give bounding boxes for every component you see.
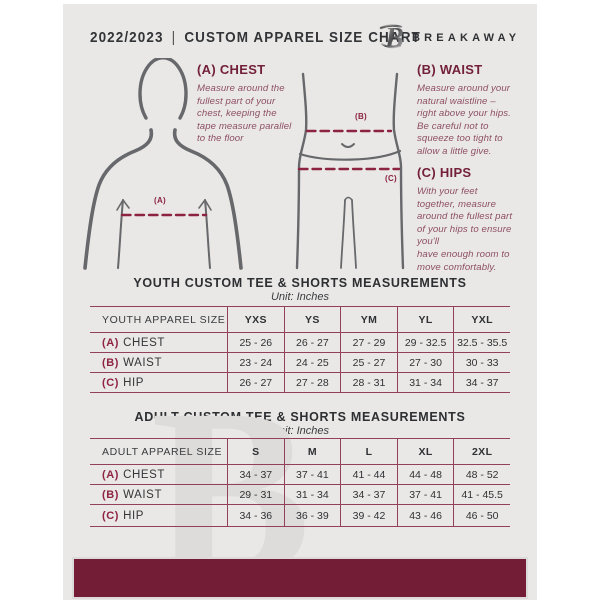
page-title: 2022/2023 | CUSTOM APPAREL SIZE CHART <box>90 29 421 46</box>
cell-value: 28 - 31 <box>340 373 397 392</box>
cell-value: 43 - 46 <box>396 505 454 526</box>
cell-value: 25 - 26 <box>227 333 284 352</box>
chart-page: 2022/2023 | CUSTOM APPAREL SIZE CHART B BR… <box>63 4 537 600</box>
cell-value: 25 - 27 <box>340 353 397 372</box>
size-col-ym: YM <box>340 307 397 332</box>
cell-value: 31 - 34 <box>396 373 454 392</box>
adult-size-header: ADULT APPAREL SIZE <box>102 445 223 458</box>
size-col-yl: YL <box>396 307 454 332</box>
youth-table-title: YOUTH CUSTOM TEE & SHORTS MEASUREMENTS <box>133 276 467 290</box>
cell-value: 29 - 31 <box>227 485 284 504</box>
cell-value: 37 - 41 <box>283 465 341 484</box>
youth-size-header: YOUTH APPAREL SIZE <box>102 313 226 326</box>
size-col-2xl: 2XL <box>453 439 510 464</box>
size-col-l: L <box>340 439 397 464</box>
brand-name: BREAKAWAY <box>412 32 521 44</box>
table-row: (A) CHEST 25 - 26 26 - 27 27 - 29 29 - 32… <box>90 333 510 353</box>
waist-line-label: (B) <box>355 112 368 121</box>
cell-value: 36 - 39 <box>283 505 341 526</box>
cell-value: 30 - 33 <box>453 353 510 372</box>
cell-value: 39 - 42 <box>340 505 397 526</box>
cell-value: 34 - 36 <box>227 505 284 526</box>
youth-table-unit: Unit: Inches <box>270 291 330 303</box>
size-col-ys: YS <box>283 307 341 332</box>
cell-value: 32.5 - 35.5 <box>453 333 510 352</box>
adult-table-title: ADULT CUSTOM TEE & SHORTS MEASUREMENTS <box>134 410 466 424</box>
row-label: WAIST <box>123 356 163 369</box>
table-row: (C) HIP 26 - 27 27 - 28 28 - 31 31 - 34 3… <box>90 373 510 393</box>
size-col-s: S <box>227 439 284 464</box>
hip-line-label: (C) <box>385 174 398 183</box>
waist-heading: (B) WAIST <box>417 62 483 77</box>
size-col-yxs: YXS <box>227 307 284 332</box>
cell-value: 26 - 27 <box>283 333 341 352</box>
cell-value: 24 - 25 <box>283 353 341 372</box>
cell-value: 27 - 28 <box>283 373 341 392</box>
cell-value: 37 - 41 <box>396 485 454 504</box>
cell-value: 29 - 32.5 <box>396 333 454 352</box>
row-key: (B) <box>102 356 120 369</box>
row-label: WAIST <box>123 488 163 501</box>
cell-value: 34 - 37 <box>340 485 397 504</box>
cell-value: 48 - 52 <box>453 465 510 484</box>
row-label: HIP <box>123 376 145 389</box>
cell-value: 31 - 34 <box>283 485 341 504</box>
footer-bar <box>72 557 528 599</box>
chest-heading: (A) CHEST <box>197 62 266 77</box>
row-key: (C) <box>102 376 120 389</box>
cell-value: 41 - 45.5 <box>453 485 510 504</box>
row-key: (A) <box>102 336 120 349</box>
cell-value: 44 - 48 <box>396 465 454 484</box>
upper-body-figure <box>83 58 243 270</box>
season-label: 2022/2023 <box>90 29 164 46</box>
breakaway-logo-icon: B <box>379 23 404 54</box>
lower-body-figure <box>295 72 405 270</box>
row-key: (C) <box>102 509 120 522</box>
row-label: CHEST <box>123 468 166 481</box>
chest-line-label: (A) <box>154 196 167 205</box>
cell-value: 27 - 30 <box>396 353 454 372</box>
size-col-yxl: YXL <box>453 307 510 332</box>
waist-description: Measure around your natural waistline – … <box>417 83 511 157</box>
title-divider: | <box>171 29 177 46</box>
table-row: (B) WAIST 29 - 31 31 - 34 34 - 37 37 - 41… <box>90 485 510 505</box>
size-col-m: M <box>283 439 341 464</box>
table-row: (A) CHEST 34 - 37 37 - 41 41 - 44 44 - 48… <box>90 465 510 485</box>
table-header-row: YOUTH APPAREL SIZE YXS YS YM YL YXL <box>90 307 510 333</box>
youth-size-table: YOUTH APPAREL SIZE YXS YS YM YL YXL (A) C… <box>90 306 510 393</box>
chest-description: Measure around the fullest part of your … <box>197 83 292 145</box>
row-label: CHEST <box>123 336 166 349</box>
hips-description: With your feet together, measure around … <box>417 186 513 273</box>
hips-heading: (C) HIPS <box>417 165 472 180</box>
row-label: HIP <box>123 509 145 522</box>
cell-value: 41 - 44 <box>340 465 397 484</box>
table-header-row: ADULT APPAREL SIZE S M L XL 2XL <box>90 439 510 465</box>
adult-table-unit: Unit: Inches <box>270 425 330 437</box>
cell-value: 23 - 24 <box>227 353 284 372</box>
size-col-xl: XL <box>396 439 454 464</box>
cell-value: 27 - 29 <box>340 333 397 352</box>
cell-value: 34 - 37 <box>227 465 284 484</box>
cell-value: 46 - 50 <box>453 505 510 526</box>
cell-value: 26 - 27 <box>227 373 284 392</box>
row-key: (A) <box>102 468 120 481</box>
cell-value: 34 - 37 <box>453 373 510 392</box>
table-row: (B) WAIST 23 - 24 24 - 25 25 - 27 27 - 30… <box>90 353 510 373</box>
table-row: (C) HIP 34 - 36 36 - 39 39 - 42 43 - 46 4… <box>90 505 510 527</box>
chart-title: CUSTOM APPAREL SIZE CHART <box>184 29 421 46</box>
row-key: (B) <box>102 488 120 501</box>
adult-size-table: ADULT APPAREL SIZE S M L XL 2XL (A) CHEST… <box>90 438 510 527</box>
